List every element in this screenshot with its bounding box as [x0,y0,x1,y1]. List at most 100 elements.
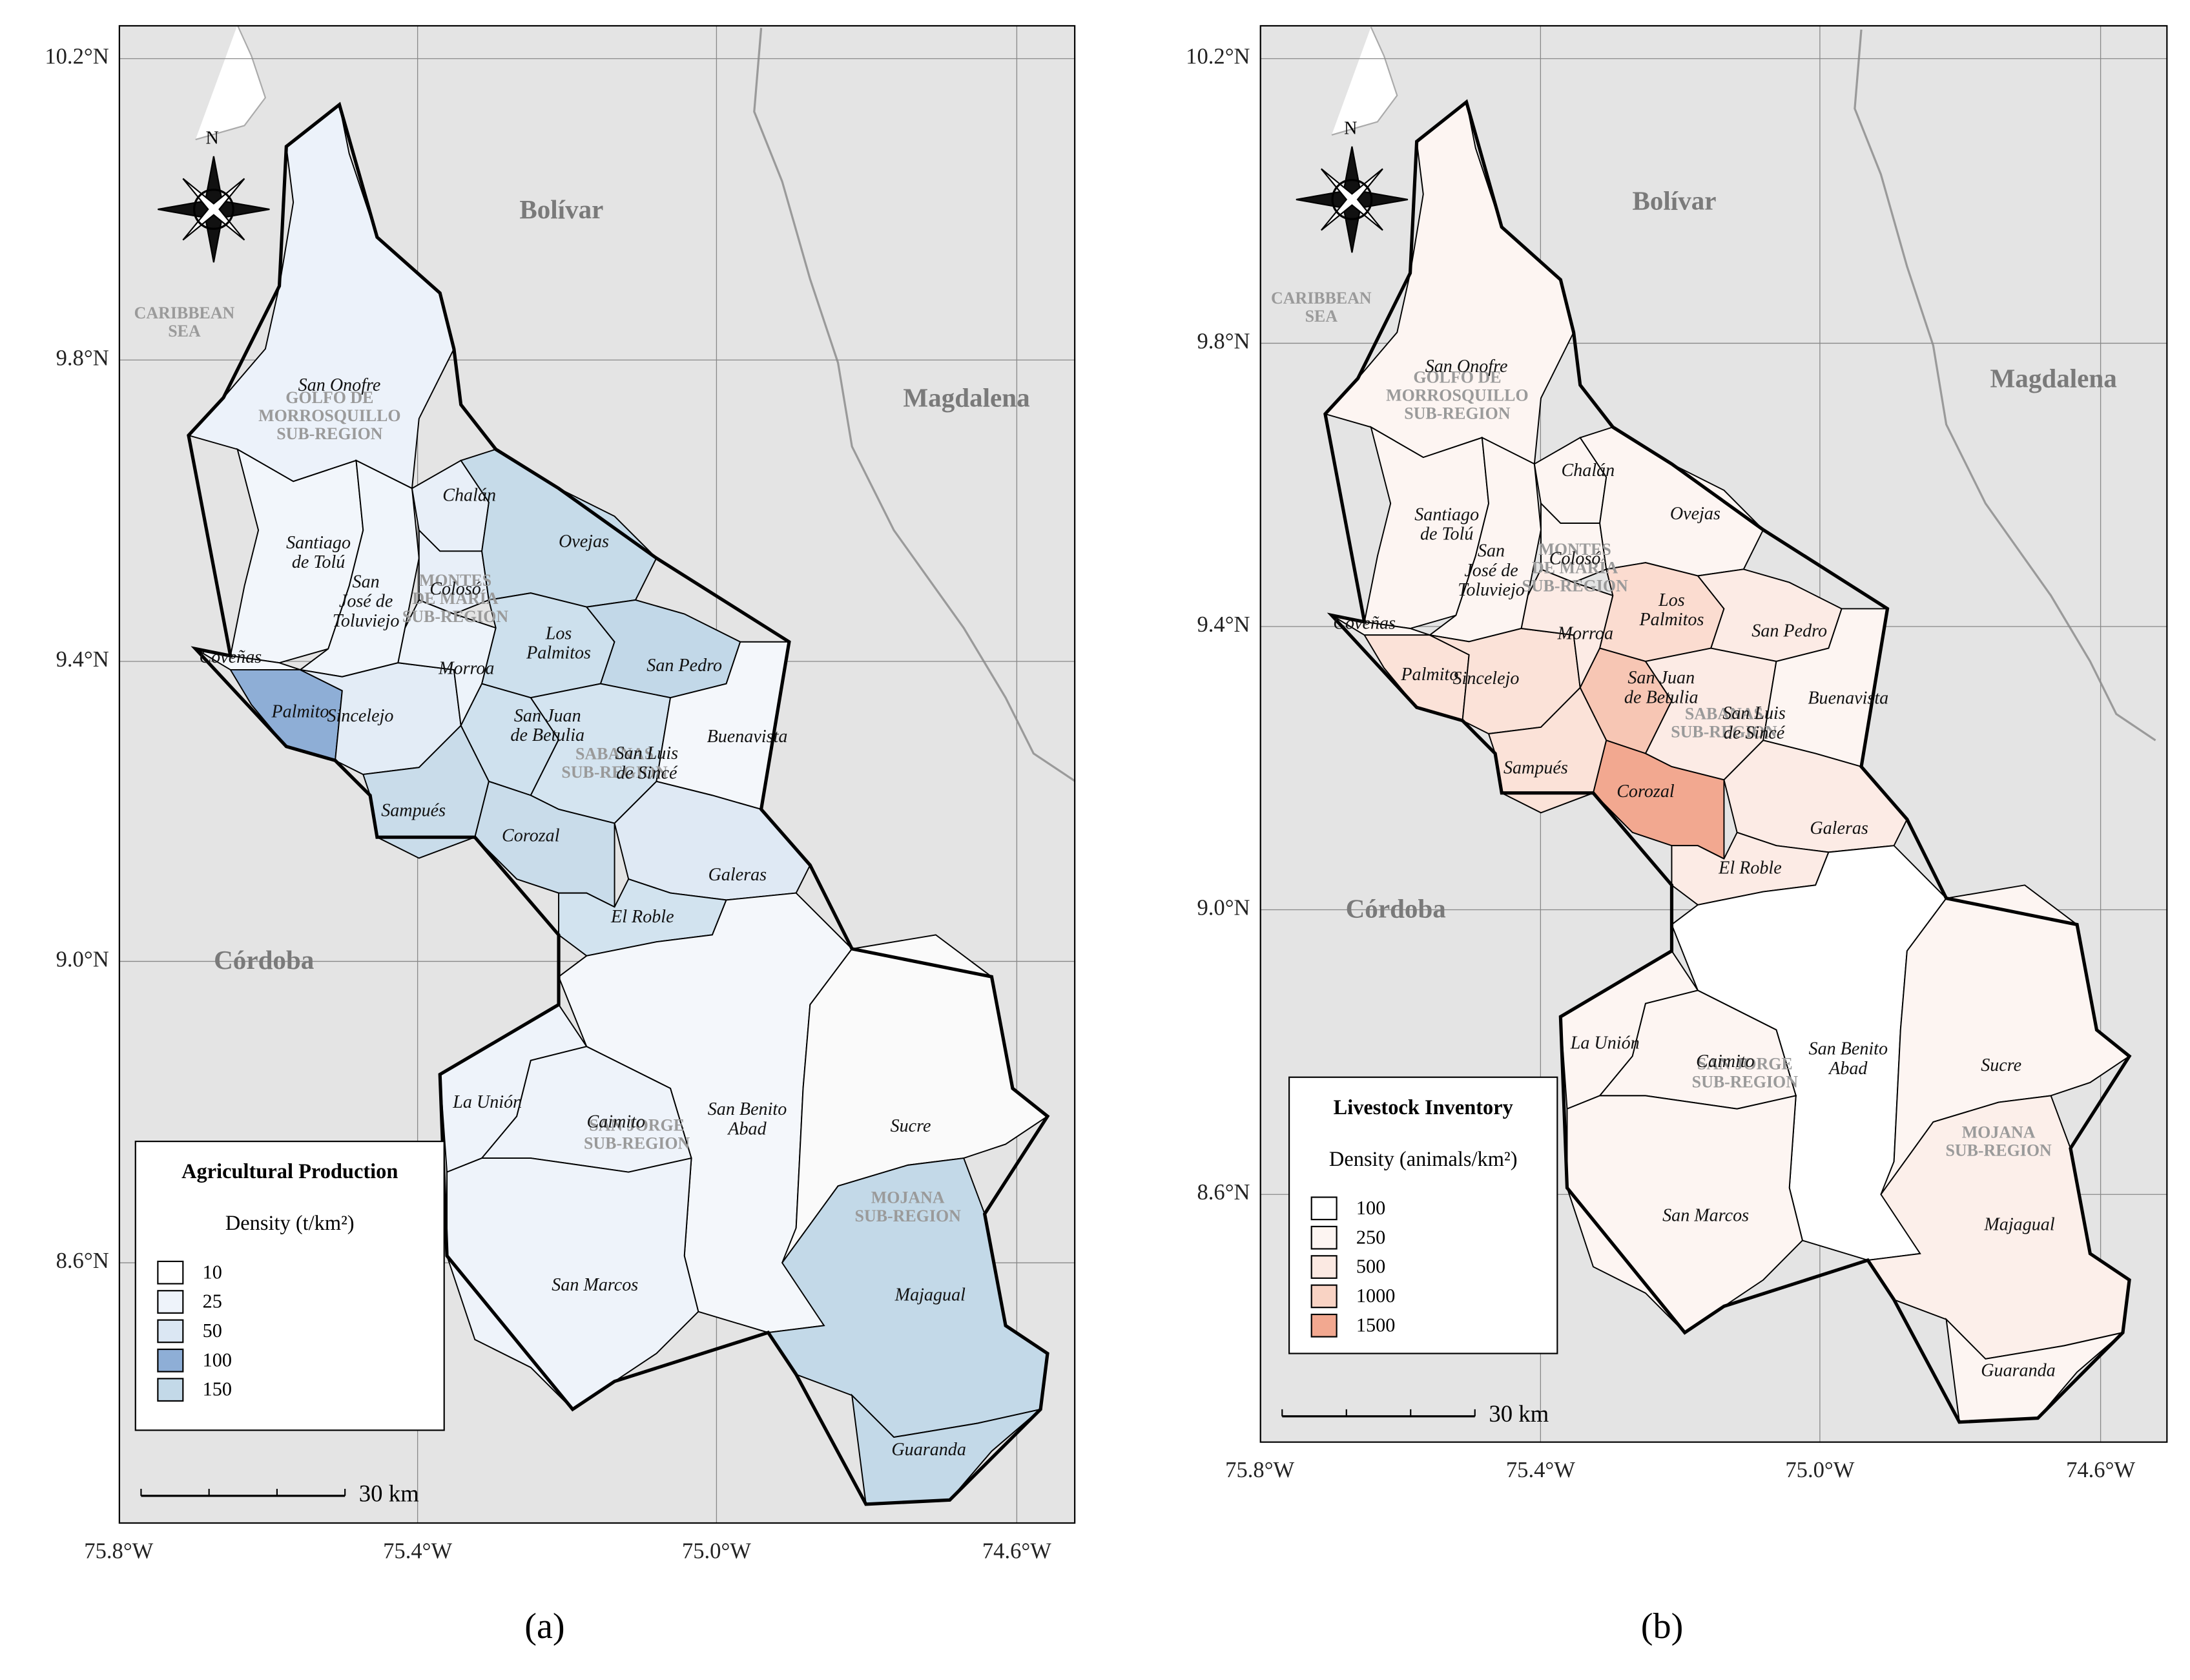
municipality [1592,739,1725,860]
municipality-label: Corozal [1617,782,1675,802]
lat-label: 9.4°N [1197,612,1250,637]
scale-label: 30 km [359,1480,419,1506]
municipality [1566,1095,1803,1334]
subregion-label: SAN JORGE [589,1115,685,1134]
legend-label: 250 [1356,1226,1385,1248]
municipality-label: San Juan [1627,668,1695,688]
municipality-label: Ovejas [559,532,609,552]
municipality-label: San Benito [708,1099,787,1119]
municipality-label: Sucre [1981,1055,2021,1075]
lat-label: 9.8°N [56,346,109,370]
panel-label: (a) [524,1606,564,1646]
municipality-label: San Onofre [298,375,381,395]
municipality-label: El Roble [610,907,674,927]
municipality-label: de Sincé [1724,723,1786,743]
legend-swatch [1310,1313,1338,1338]
municipality-label: Sincelejo [1452,669,1519,689]
legend-swatch [157,1378,184,1402]
municipality-label: Caimito [1696,1052,1755,1072]
subregion-label: DE MARÍA [412,589,499,608]
subregion-label: SUB-REGION [1945,1141,2052,1160]
municipality-label: José de [1464,561,1518,581]
sea-label: CARIBBEAN [134,304,235,322]
legend-label: 25 [203,1291,222,1312]
municipality-label: San Pedro [646,656,722,676]
municipality-label: de Tolú [292,552,345,572]
coastline [195,25,267,141]
legend-title: Agricultural Production [181,1160,398,1183]
subregion-label: SUB-REGION [1671,723,1777,741]
legend-label: 50 [203,1320,222,1342]
lon-label: 75.8°W [84,1539,153,1563]
legend-subtitle: Density (t/km²) [225,1212,355,1235]
legend-swatch [157,1348,184,1373]
legend-title: Livestock Inventory [1334,1096,1513,1119]
municipality-label: Majagual [894,1285,966,1305]
municipality-label: Coveñas [199,647,262,667]
lat-label: 8.6°N [1197,1180,1250,1205]
municipality-label: Palmito [1400,665,1458,685]
municipality-label: Morroa [438,658,494,678]
legend-label: 100 [1356,1197,1385,1219]
municipality-label: Majagual [1983,1215,2054,1235]
subregion-label: GOLFO DE [285,388,373,407]
municipality-label: de Betulia [510,725,584,745]
municipality-label: San [1478,541,1505,561]
municipality-label: Palmitos [526,643,591,663]
compass [192,189,234,230]
municipality-label: de Tolú [1420,524,1473,544]
municipality-label: de Sincé [616,763,678,783]
lat-label: 9.4°N [56,647,109,672]
department-label: Córdoba [1346,894,1446,924]
legend-subtitle: Density (animals/km²) [1329,1148,1518,1171]
sea-label: SEA [1305,307,1338,326]
subregion-label: DE MARÍA [1532,558,1618,577]
municipality-label: San Juan [514,706,581,726]
subregion-label: MORROSQUILLO [1386,386,1528,404]
lat-label: 9.0°N [56,947,109,971]
lon-label: 74.6°W [982,1539,1051,1563]
municipality [1540,502,1607,583]
sea-label: CARIBBEAN [1271,289,1372,307]
lat-label: 9.8°N [1197,329,1250,353]
municipality-label: Galeras [1810,818,1868,838]
municipality-label: Sampués [381,801,446,821]
municipality-label: San Marcos [552,1275,638,1295]
lat-label: 10.2°N [45,45,108,69]
subregion-label: MORROSQUILLO [258,406,400,425]
municipality-label: San Pedro [1751,621,1827,641]
subregion-label: SUB-REGION [276,424,383,443]
municipality-label: Caimito [586,1112,645,1132]
legend-swatch [157,1290,184,1314]
subregion-label: SUB-REGION [561,763,668,782]
legend-swatch [1310,1196,1338,1221]
municipality-label: Chalán [442,486,496,506]
municipality-label: Colosó [1549,549,1601,569]
subregion-label: SAN JORGE [1697,1055,1793,1073]
legend-label: 500 [1356,1256,1385,1278]
municipality-label: Corozal [502,826,560,846]
municipality-label: Sincelejo [327,706,393,726]
municipality-label: Chalán [1562,461,1615,481]
department-outline [187,101,1050,1506]
subregion-label: MOJANA [871,1188,945,1207]
municipality-label: San Onofre [1425,357,1508,377]
legend-swatch [1310,1284,1338,1309]
lon-label: 75.4°W [383,1539,452,1563]
municipality-label: Toluviejo [1458,580,1525,600]
compass [1331,179,1373,220]
legend-swatch [157,1319,184,1343]
municipality-label: Abad [1828,1059,1868,1079]
municipality-label: Sucre [891,1116,931,1136]
subregion-label: GOLFO DE [1413,368,1501,386]
sea-label: SEA [168,322,201,340]
municipality-label: La Unión [1570,1033,1640,1053]
legend-swatch [1310,1255,1338,1279]
municipality-label: Palmitos [1639,610,1704,630]
municipality-label: Abad [727,1119,767,1139]
department-outline [1323,99,2132,1424]
legend-label: 1000 [1356,1285,1396,1307]
municipality-label: San Luis [615,743,679,763]
